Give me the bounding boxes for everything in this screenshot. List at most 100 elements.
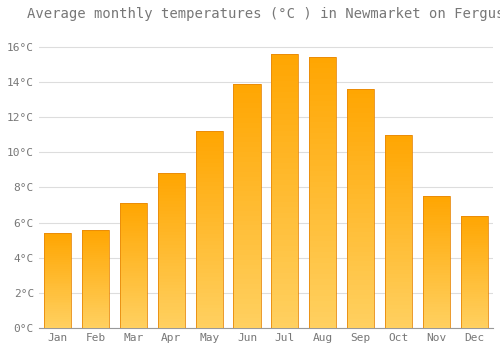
Bar bbox=[44, 302, 72, 303]
Bar bbox=[158, 310, 185, 313]
Bar bbox=[422, 278, 450, 281]
Bar bbox=[44, 285, 72, 286]
Bar bbox=[120, 288, 147, 291]
Bar bbox=[234, 206, 260, 211]
Bar bbox=[120, 248, 147, 251]
Bar bbox=[385, 247, 412, 251]
Bar bbox=[158, 204, 185, 208]
Bar bbox=[271, 196, 298, 202]
Bar bbox=[44, 260, 72, 262]
Bar bbox=[234, 98, 260, 103]
Bar bbox=[196, 178, 223, 182]
Bar bbox=[347, 156, 374, 161]
Bar bbox=[460, 227, 488, 229]
Bar bbox=[271, 54, 298, 328]
Bar bbox=[460, 245, 488, 247]
Bar bbox=[309, 241, 336, 247]
Bar bbox=[158, 307, 185, 310]
Bar bbox=[82, 279, 109, 281]
Bar bbox=[120, 296, 147, 298]
Bar bbox=[196, 281, 223, 285]
Bar bbox=[234, 142, 260, 147]
Bar bbox=[309, 182, 336, 187]
Bar bbox=[196, 320, 223, 324]
Bar bbox=[82, 287, 109, 289]
Bar bbox=[196, 241, 223, 245]
Bar bbox=[347, 89, 374, 94]
Bar bbox=[196, 214, 223, 218]
Bar bbox=[234, 304, 260, 309]
Bar bbox=[271, 92, 298, 98]
Bar bbox=[196, 269, 223, 273]
Bar bbox=[234, 89, 260, 93]
Bar bbox=[82, 233, 109, 236]
Bar bbox=[271, 295, 298, 301]
Bar bbox=[120, 241, 147, 243]
Bar bbox=[347, 189, 374, 194]
Bar bbox=[309, 74, 336, 79]
Bar bbox=[309, 63, 336, 68]
Bar bbox=[82, 293, 109, 295]
Bar bbox=[44, 269, 72, 271]
Bar bbox=[385, 239, 412, 243]
Bar bbox=[271, 136, 298, 141]
Bar bbox=[347, 232, 374, 237]
Bar bbox=[234, 172, 260, 176]
Bar bbox=[347, 141, 374, 146]
Bar bbox=[120, 238, 147, 241]
Bar bbox=[347, 184, 374, 189]
Bar bbox=[385, 150, 412, 154]
Bar bbox=[158, 245, 185, 248]
Bar bbox=[158, 251, 185, 254]
Bar bbox=[309, 144, 336, 149]
Bar bbox=[347, 237, 374, 242]
Bar bbox=[44, 243, 72, 245]
Bar bbox=[120, 261, 147, 263]
Bar bbox=[460, 236, 488, 238]
Bar bbox=[158, 210, 185, 214]
Bar bbox=[460, 315, 488, 317]
Bar bbox=[44, 303, 72, 306]
Bar bbox=[347, 132, 374, 137]
Bar bbox=[271, 262, 298, 268]
Bar bbox=[196, 226, 223, 230]
Bar bbox=[120, 206, 147, 208]
Bar bbox=[460, 216, 488, 328]
Bar bbox=[82, 281, 109, 283]
Bar bbox=[158, 198, 185, 201]
Bar bbox=[385, 301, 412, 305]
Bar bbox=[460, 321, 488, 324]
Bar bbox=[44, 239, 72, 241]
Bar bbox=[82, 301, 109, 302]
Bar bbox=[271, 120, 298, 125]
Bar bbox=[460, 294, 488, 297]
Bar bbox=[309, 231, 336, 236]
Bar bbox=[385, 142, 412, 146]
Bar bbox=[347, 113, 374, 118]
Bar bbox=[385, 173, 412, 177]
Bar bbox=[120, 211, 147, 213]
Bar bbox=[422, 223, 450, 225]
Bar bbox=[82, 302, 109, 304]
Bar bbox=[234, 103, 260, 108]
Bar bbox=[158, 279, 185, 282]
Bar bbox=[120, 208, 147, 211]
Bar bbox=[44, 317, 72, 319]
Bar bbox=[385, 169, 412, 173]
Bar bbox=[271, 103, 298, 108]
Bar bbox=[234, 260, 260, 265]
Bar bbox=[385, 293, 412, 297]
Bar bbox=[196, 222, 223, 226]
Bar bbox=[82, 265, 109, 267]
Bar bbox=[422, 209, 450, 212]
Bar bbox=[234, 299, 260, 304]
Bar bbox=[460, 285, 488, 288]
Bar bbox=[158, 263, 185, 266]
Bar bbox=[460, 218, 488, 220]
Bar bbox=[234, 309, 260, 314]
Bar bbox=[120, 226, 147, 228]
Bar bbox=[158, 272, 185, 275]
Bar bbox=[44, 246, 72, 248]
Bar bbox=[347, 89, 374, 328]
Bar bbox=[234, 138, 260, 142]
